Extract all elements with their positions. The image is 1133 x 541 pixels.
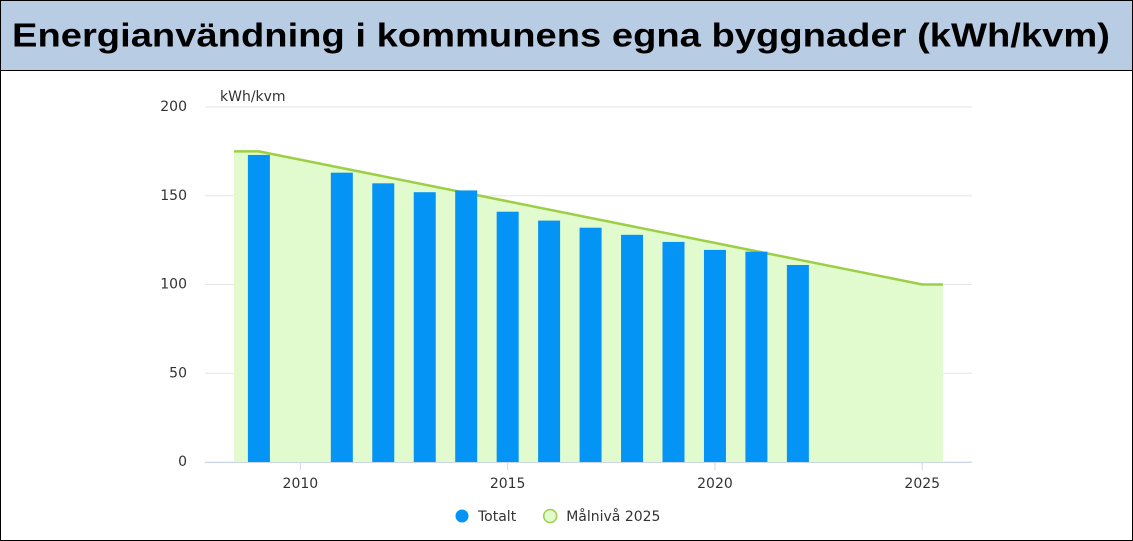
- legend-symbol[interactable]: [542, 508, 558, 524]
- bar: [621, 234, 644, 462]
- header: [0, 0, 1133, 71]
- bar: [413, 192, 436, 462]
- y-tick-label: 100: [160, 277, 187, 293]
- bar: [455, 190, 478, 463]
- legend-symbol[interactable]: [455, 509, 469, 523]
- bar: [703, 249, 726, 462]
- x-tick-label: 2015: [490, 476, 526, 492]
- bar: [662, 241, 685, 462]
- bar: [372, 183, 395, 462]
- bar: [786, 264, 809, 462]
- x-tick-label: 2025: [904, 476, 940, 492]
- bar: [538, 220, 561, 462]
- x-tick-label: 2010: [283, 476, 319, 492]
- y-tick-label: 0: [178, 454, 187, 470]
- y-axis-label: kWh/kvm: [220, 89, 286, 105]
- legend-label[interactable]: Totalt: [477, 509, 517, 525]
- bar: [247, 154, 270, 463]
- chart-title: Energianvändning i kommunens egna byggna…: [12, 17, 1110, 54]
- legend-label[interactable]: Målnivå 2025: [566, 508, 660, 525]
- bar: [496, 211, 519, 462]
- y-tick-label: 50: [169, 365, 187, 381]
- y-tick-label: 150: [160, 188, 187, 204]
- x-tick-label: 2020: [697, 476, 733, 492]
- target-line: [234, 150, 943, 286]
- bar: [330, 172, 353, 463]
- bar: [579, 227, 602, 462]
- bar: [745, 251, 768, 462]
- y-tick-label: 200: [160, 99, 187, 115]
